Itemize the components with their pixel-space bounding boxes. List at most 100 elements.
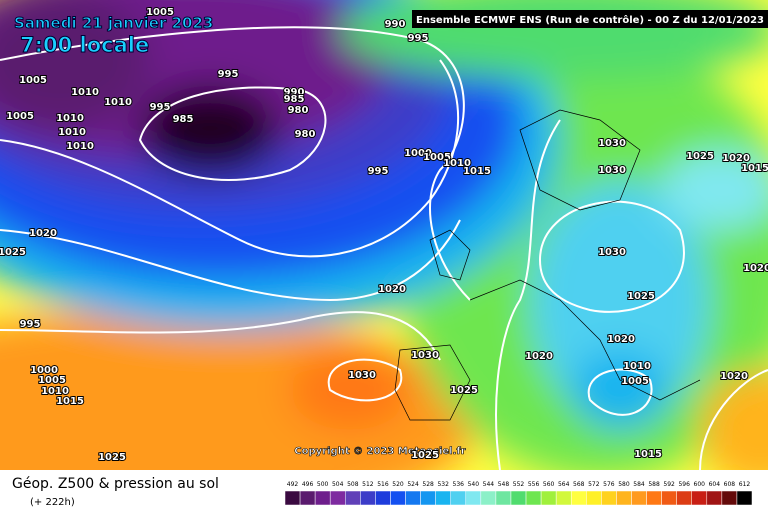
legend-swatch [586,490,602,506]
isobar-label: 1010 [443,158,471,169]
isobar-label: 1010 [71,87,99,98]
isobar-label: 1025 [627,291,655,302]
legend-swatch [284,490,301,506]
legend-label: 508 [347,481,359,488]
legend-swatch [570,490,587,506]
isobar-label: 1020 [743,263,768,274]
copyright: Copyright © 2023 Meteociel.fr [294,446,465,457]
isobar-label: 1015 [634,449,662,460]
isobar-label: 1005 [6,111,34,122]
isobar-label: 1020 [607,334,635,345]
isobar-label: 1000 [404,148,432,159]
legend-swatch [390,490,406,506]
isobar-label: 1005 [146,7,174,18]
legend-swatch [691,490,708,506]
isobar-label: 1010 [623,361,651,372]
legend-swatch [420,490,436,506]
isobar-label: 1015 [463,166,491,177]
footer-lead: (+ 222h) [30,497,75,508]
legend-label: 512 [362,481,374,488]
legend-swatch [405,490,421,506]
legend-swatch [495,490,512,506]
isobar-label: 1025 [686,151,714,162]
legend-swatch [375,490,391,506]
isobar-label: 1020 [525,351,553,362]
isobar-label: 1005 [19,75,47,86]
legend-swatch [616,490,632,506]
legend-swatch [360,490,376,506]
isobar-label: 1030 [411,350,439,361]
model-banner [412,10,768,28]
model-label: Ensemble ECMWF ENS (Run de contrôle) - 0… [416,14,764,26]
isobar-label: 995 [20,319,41,330]
time-label: 7:00 locale [20,33,149,57]
isobar-label: 1025 [411,450,439,461]
isobar-label: 1010 [41,386,69,397]
legend-label: 536 [453,481,465,488]
legend-label: 496 [302,481,314,488]
legend-label: 504 [332,481,344,488]
legend-label: 540 [468,481,480,488]
isobar-label: 1005 [621,376,649,387]
legend-label: 600 [694,481,706,488]
isobar-label: 985 [284,94,305,105]
isobar-label: 980 [288,105,309,116]
legend-label: 572 [588,481,600,488]
legend-label: 532 [437,481,449,488]
legend-label: 548 [498,481,510,488]
legend-label: 500 [317,481,329,488]
legend-swatch [510,490,527,506]
isobar-label: 1030 [598,165,626,176]
legend-label: 568 [573,481,585,488]
isobar-label: 1020 [29,228,57,239]
isobar-label: 1025 [0,247,26,258]
isobar-label: 1015 [56,396,84,407]
legend-swatch [555,490,572,506]
footer-title: Géop. Z500 & pression au sol [12,476,219,492]
legend-label: 516 [377,481,389,488]
legend-label: 580 [618,481,630,488]
isobar-label: 1000 [30,365,58,376]
isobars [0,26,768,470]
legend-label: 552 [513,481,525,488]
legend-swatch [299,490,316,506]
legend-label: 524 [407,481,419,488]
isobar-label: 1010 [56,113,84,124]
legend-swatch [661,490,677,506]
isobar-label: 995 [368,166,389,177]
legend-label: 588 [648,481,660,488]
legend-label: 528 [422,481,434,488]
isobar-label: 1010 [104,97,132,108]
isobar-label: 1010 [58,127,86,138]
legend-swatch [676,490,692,506]
isobar-label: 995 [218,69,239,80]
isobar-label: 1020 [720,371,748,382]
legend-swatch [706,490,723,506]
legend-swatch [540,490,557,506]
isobar-label: 1020 [378,284,406,295]
isobar-label: 1025 [98,452,126,463]
legend-swatch [721,490,738,506]
legend-label: 492 [287,481,299,488]
isobar-label: 1010 [66,141,94,152]
isobar-label: 1020 [722,153,750,164]
legend-label: 604 [709,481,721,488]
isobar-label: 995 [150,102,171,113]
legend-swatch [525,490,542,506]
isobar-label: 990 [284,87,305,98]
isobar-label: 1005 [38,375,66,386]
legend-label: 596 [678,481,690,488]
isobar-label: 985 [173,114,194,125]
isobar-label: 990 [385,19,406,30]
coastlines [394,109,701,421]
legend-label: 564 [558,481,570,488]
legend-label: 592 [663,481,675,488]
legend-swatch [646,490,662,506]
legend-label: 560 [543,481,555,488]
legend-label: 608 [724,481,736,488]
legend-swatch [480,490,497,506]
legend-swatch [450,490,467,506]
